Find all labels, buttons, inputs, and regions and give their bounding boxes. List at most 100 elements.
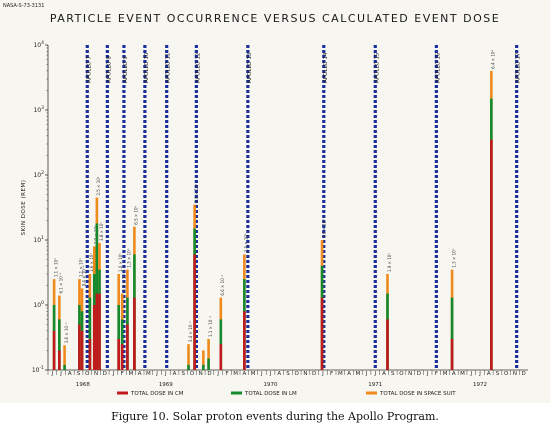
x-month-label: A [68,371,72,377]
x-year-label: 1969 [159,382,173,388]
x-month-label: J [269,371,272,377]
x-month-label: S [182,371,186,377]
x-month-label: O [295,371,300,377]
x-month-label: J [260,371,263,377]
legend-label: TOTAL DOSE IN LM [244,391,297,397]
bar-cm [243,311,246,370]
bar-value-label: 3.4 × 10⁻¹ [188,321,193,342]
x-month-label: N [303,371,307,377]
x-month-label: S [391,371,395,377]
bar-value-label: 1.1 × 10⁰ [53,258,58,277]
x-month-label: A [452,371,456,377]
y-tick-label: 103 [33,105,44,114]
x-month-label: F [435,371,438,377]
bar-cm [78,324,81,370]
bar-cm [120,344,124,370]
bar-value-label: 2.4 × 10⁰ [244,233,249,252]
x-month-label: J [112,371,115,377]
mission-label: APOLLO 11 [166,53,172,83]
x-month-label: A [277,371,281,377]
mission-label: APOLLO 14 [323,52,329,83]
bar-cm [320,297,324,370]
x-month-label: J [164,371,167,377]
x-month-label: M [233,371,238,377]
x-month-label: S [286,371,290,377]
bar-value-label: 1.9 × 10⁰ [387,253,392,272]
x-month-label: F [121,371,124,377]
mission-label: APOLLO 15 [374,52,380,83]
nasa-reference-number: NASA-S-73-3131 [3,3,45,9]
x-month-label: M [129,371,134,377]
x-month-label: M [443,371,448,377]
x-month-label: M [355,371,360,377]
bar-lm [63,364,66,370]
x-month-label: D [103,371,107,377]
bar-suit [202,350,205,370]
x-month-label: N [94,371,98,377]
x-month-label: M [251,371,256,377]
bar-value-label: 3.6 × 10⁻¹ [64,322,69,343]
bar-value-label: 6.6 × 10⁻¹ [220,274,225,295]
bar-value-label: 6.9 × 10⁻¹ [121,270,126,291]
bar-lm [450,297,454,370]
x-month-label: A [382,371,386,377]
bar-lm [117,305,120,370]
bar-lm [58,319,61,370]
y-tick-label: 10-1 [32,365,44,374]
bar-value-label: 1.1 × 10⁰ [79,258,84,277]
bar-cm [80,330,84,370]
legend-swatch [366,391,377,395]
bar-value-label: 2.0 × 10¹ [194,183,199,202]
bar-cm [52,330,56,370]
x-month-label: D [417,371,421,377]
x-month-label: A [173,371,177,377]
x-month-label: O [504,371,509,377]
bar-value-label: 6.1 × 10⁻¹ [59,272,64,293]
x-month-label: N [513,371,517,377]
bar-suit [63,345,66,370]
bar-cm [117,338,120,370]
mission-label: APOLLO 16 [435,52,441,83]
mission-label: APOLLO 13 [247,52,253,83]
bar-value-label: 2.5 × 10¹ [96,176,101,195]
x-month-label: J [155,371,158,377]
x-month-label: A [242,371,246,377]
bar-cm [450,338,454,370]
bar-lm [207,358,210,370]
x-month-label: N [408,371,412,377]
x-year-label: 1972 [473,382,487,388]
chart-title: PARTICLE EVENT OCCURRENCE VERSUS CALCULA… [49,12,501,25]
x-month-label: D [312,371,316,377]
x-month-label: O [190,371,195,377]
mission-label: APOLLO 10 [144,52,150,83]
bar-value-label: 3.8 × 10⁰ [99,222,104,241]
x-month-label: N [199,371,203,377]
x-month-label: D [207,371,211,377]
legend-label: TOTAL DOSE IN CM [130,391,184,397]
x-month-label: A [487,371,491,377]
bar-value-label: 6.5 × 10⁰ [134,205,139,224]
x-month-label: J [426,371,429,377]
mission-label: APOLLO 7 [86,56,92,83]
y-axis-title: SKIN DOSE (REM) [21,180,27,236]
x-month-label: J [51,371,54,377]
bar-cm [58,350,61,370]
x-year-label: 1968 [76,382,90,388]
x-month-label: J [216,371,219,377]
bar-value-label: 9.4 × 10⁻¹ [81,265,86,286]
x-month-label: S [496,371,500,377]
bar-suit [187,344,190,370]
mission-label: APOLLO 9 [123,56,129,83]
x-month-label: D [522,371,526,377]
x-month-label: F [330,371,333,377]
bar-value-label: 1.0 × 10⁰ [118,253,123,272]
y-tick-label: 104 [33,40,44,49]
bar-value-label: 6.4 × 10² [491,50,496,69]
x-month-label: J [478,371,481,377]
x-month-label: M [146,371,151,377]
mission-label: APOLLO 8 [106,56,112,83]
x-month-label: J [373,371,376,377]
bar-cm [98,293,101,370]
bar-cm [193,254,196,370]
